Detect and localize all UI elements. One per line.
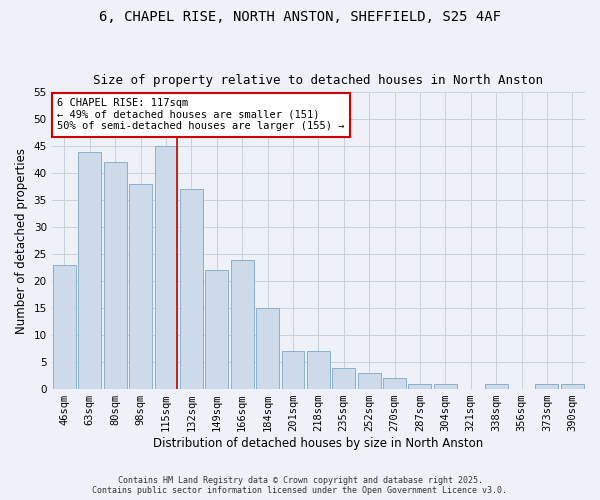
Bar	[256, 308, 279, 389]
Bar	[231, 260, 254, 389]
Bar	[409, 384, 431, 389]
Bar	[155, 146, 178, 389]
Bar	[129, 184, 152, 389]
Bar	[561, 384, 584, 389]
Bar	[434, 384, 457, 389]
Bar	[281, 352, 304, 389]
X-axis label: Distribution of detached houses by size in North Anston: Distribution of detached houses by size …	[153, 437, 484, 450]
Bar	[205, 270, 228, 389]
Bar	[79, 152, 101, 389]
Bar	[104, 162, 127, 389]
Bar	[332, 368, 355, 389]
Bar	[180, 190, 203, 389]
Bar	[307, 352, 330, 389]
Text: Contains HM Land Registry data © Crown copyright and database right 2025.
Contai: Contains HM Land Registry data © Crown c…	[92, 476, 508, 495]
Bar	[485, 384, 508, 389]
Title: Size of property relative to detached houses in North Anston: Size of property relative to detached ho…	[94, 74, 544, 87]
Bar	[383, 378, 406, 389]
Bar	[535, 384, 559, 389]
Bar	[358, 373, 380, 389]
Bar	[53, 265, 76, 389]
Text: 6, CHAPEL RISE, NORTH ANSTON, SHEFFIELD, S25 4AF: 6, CHAPEL RISE, NORTH ANSTON, SHEFFIELD,…	[99, 10, 501, 24]
Text: 6 CHAPEL RISE: 117sqm
← 49% of detached houses are smaller (151)
50% of semi-det: 6 CHAPEL RISE: 117sqm ← 49% of detached …	[57, 98, 344, 132]
Y-axis label: Number of detached properties: Number of detached properties	[15, 148, 28, 334]
